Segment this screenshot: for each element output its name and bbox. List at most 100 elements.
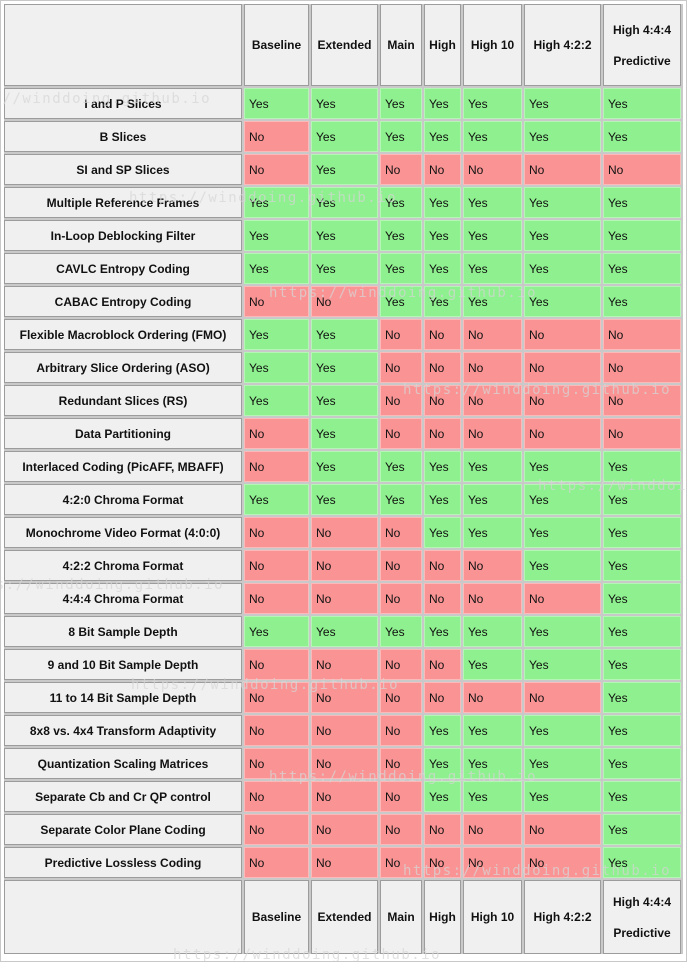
value-cell: No (463, 847, 522, 878)
value-cell: No (380, 418, 422, 449)
value-cell: No (380, 583, 422, 614)
value-cell: No (244, 286, 309, 317)
feature-label: Separate Cb and Cr QP control (4, 781, 242, 812)
value-cell: Yes (311, 253, 378, 284)
top-column-header-4: High 10 (463, 4, 522, 86)
value-cell: Yes (311, 319, 378, 350)
column-header-line: Predictive (613, 53, 671, 68)
value-cell: No (463, 418, 522, 449)
value-cell: No (380, 649, 422, 680)
value-cell: Yes (424, 286, 461, 317)
value-cell: Yes (524, 781, 601, 812)
value-cell: Yes (463, 121, 522, 152)
value-cell: Yes (380, 220, 422, 251)
value-cell: Yes (463, 616, 522, 647)
feature-label: Interlaced Coding (PicAFF, MBAFF) (4, 451, 242, 482)
value-cell: No (380, 814, 422, 845)
value-cell: Yes (524, 121, 601, 152)
value-cell: No (244, 550, 309, 581)
value-cell: No (380, 682, 422, 713)
value-cell: No (424, 154, 461, 185)
column-header-line: High (429, 910, 456, 924)
column-header-line: Extended (317, 910, 372, 924)
feature-label: 4:2:0 Chroma Format (4, 484, 242, 515)
value-cell: No (244, 781, 309, 812)
value-cell: Yes (603, 814, 681, 845)
feature-label: CABAC Entropy Coding (4, 286, 242, 317)
value-cell: No (311, 682, 378, 713)
value-cell: Yes (524, 748, 601, 779)
value-cell: Yes (463, 748, 522, 779)
value-cell: Yes (524, 550, 601, 581)
value-cell: Yes (463, 451, 522, 482)
value-cell: No (603, 154, 681, 185)
feature-label: Multiple Reference Frames (4, 187, 242, 218)
feature-label: SI and SP Slices (4, 154, 242, 185)
value-cell: Yes (311, 352, 378, 383)
value-cell: No (524, 814, 601, 845)
value-cell: Yes (524, 715, 601, 746)
value-cell: Yes (380, 187, 422, 218)
value-cell: No (524, 418, 601, 449)
value-cell: Yes (524, 484, 601, 515)
value-cell: Yes (463, 517, 522, 548)
top-column-header-1: Extended (311, 4, 378, 86)
column-header-line: High 4:4:4 (612, 22, 671, 37)
value-cell: Yes (311, 220, 378, 251)
value-cell: No (463, 814, 522, 845)
column-header-line: Baseline (251, 910, 302, 924)
value-cell: Yes (311, 451, 378, 482)
value-cell: Yes (463, 715, 522, 746)
bottom-column-header-1: Extended (311, 880, 378, 954)
bottom-column-header-0: Baseline (244, 880, 309, 954)
value-cell: Yes (603, 715, 681, 746)
feature-label: B Slices (4, 121, 242, 152)
value-cell: Yes (603, 286, 681, 317)
corner-cell-top (4, 4, 242, 86)
column-header-line: Baseline (251, 38, 302, 52)
value-cell: Yes (244, 484, 309, 515)
value-cell: Yes (424, 187, 461, 218)
value-cell: Yes (424, 253, 461, 284)
corner-cell-bottom (4, 880, 242, 954)
value-cell: No (244, 517, 309, 548)
value-cell: Yes (244, 352, 309, 383)
feature-label: Redundant Slices (RS) (4, 385, 242, 416)
value-cell: Yes (244, 616, 309, 647)
value-cell: No (380, 847, 422, 878)
value-cell: Yes (603, 847, 681, 878)
value-cell: No (424, 385, 461, 416)
value-cell: Yes (463, 88, 522, 119)
column-header-line: High 4:4:4 (612, 894, 671, 909)
value-cell: Yes (603, 748, 681, 779)
value-cell: No (380, 385, 422, 416)
column-header-line: High 10 (470, 910, 515, 924)
value-cell: Yes (463, 484, 522, 515)
value-cell: Yes (424, 715, 461, 746)
value-cell: No (244, 748, 309, 779)
bottom-column-header-4: High 10 (463, 880, 522, 954)
feature-label: CAVLC Entropy Coding (4, 253, 242, 284)
value-cell: Yes (603, 517, 681, 548)
value-cell: Yes (380, 286, 422, 317)
value-cell: No (380, 781, 422, 812)
value-cell: Yes (524, 187, 601, 218)
top-column-header-0: Baseline (244, 4, 309, 86)
value-cell: Yes (311, 121, 378, 152)
feature-label: 4:2:2 Chroma Format (4, 550, 242, 581)
value-cell: Yes (424, 517, 461, 548)
value-cell: Yes (603, 187, 681, 218)
column-header-line: Main (387, 910, 415, 924)
value-cell: No (524, 154, 601, 185)
value-cell: Yes (524, 253, 601, 284)
value-cell: Yes (244, 220, 309, 251)
value-cell: No (380, 715, 422, 746)
value-cell: Yes (603, 220, 681, 251)
value-cell: Yes (603, 550, 681, 581)
value-cell: Yes (603, 616, 681, 647)
value-cell: No (424, 352, 461, 383)
value-cell: Yes (463, 649, 522, 680)
value-cell: Yes (380, 88, 422, 119)
column-header-line: High (429, 38, 456, 52)
value-cell: Yes (244, 88, 309, 119)
